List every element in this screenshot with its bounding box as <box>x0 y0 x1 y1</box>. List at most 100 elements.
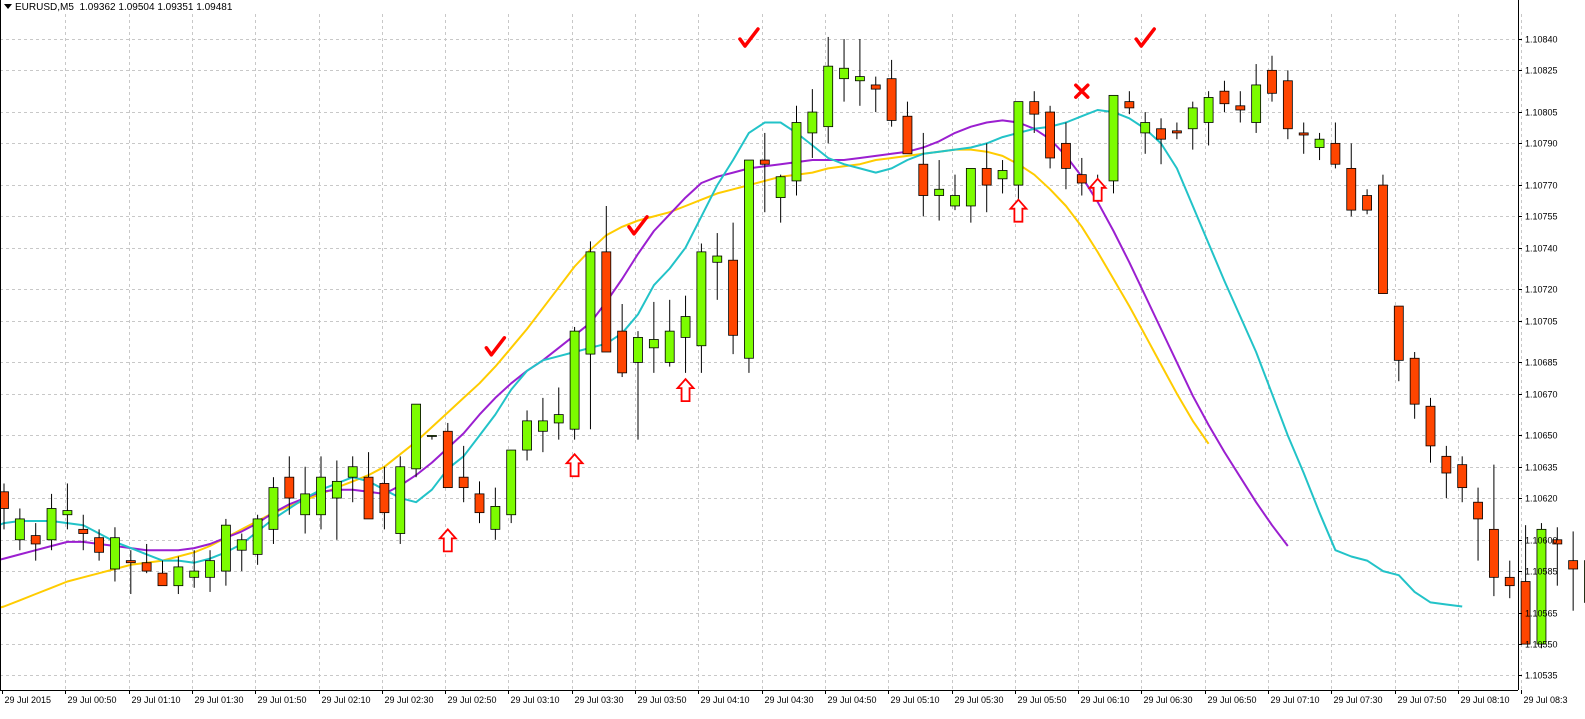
candle-body[interactable] <box>1457 464 1468 489</box>
candle-body[interactable] <box>1298 132 1309 136</box>
candle-body[interactable] <box>411 403 422 470</box>
candle-body[interactable] <box>522 420 532 451</box>
candle-body[interactable] <box>950 195 960 207</box>
candle-body[interactable] <box>395 466 406 534</box>
candle-body[interactable] <box>934 188 945 196</box>
candle-body[interactable] <box>1013 101 1024 186</box>
candle-body[interactable] <box>14 518 25 541</box>
candle-body[interactable] <box>30 535 41 545</box>
candle-body[interactable] <box>1346 167 1357 211</box>
candle-body[interactable] <box>1061 142 1071 169</box>
candle-body[interactable] <box>1045 111 1055 159</box>
candle-body[interactable] <box>1393 305 1404 361</box>
candle-body[interactable] <box>744 159 754 359</box>
candle-body[interactable] <box>981 167 992 186</box>
candle-body[interactable] <box>728 259 738 336</box>
candle-body[interactable] <box>1314 138 1325 148</box>
candle-body[interactable] <box>173 566 184 587</box>
candle-body[interactable] <box>157 572 168 587</box>
candle-body[interactable] <box>617 330 628 374</box>
candle-body[interactable] <box>886 78 897 121</box>
candle-body[interactable] <box>458 476 469 489</box>
candle-body[interactable] <box>1187 107 1198 130</box>
candle-body[interactable] <box>1108 94 1119 182</box>
candle-body[interactable] <box>1251 84 1262 123</box>
candle-body[interactable] <box>791 122 802 182</box>
candle-body[interactable] <box>236 539 247 551</box>
candle-body[interactable] <box>379 483 390 514</box>
candle-body[interactable] <box>569 330 580 430</box>
candle-body[interactable] <box>1282 80 1293 130</box>
candle-body[interactable] <box>62 510 73 516</box>
candle-body[interactable] <box>1076 174 1087 184</box>
candle-body[interactable] <box>316 476 326 516</box>
candle-body[interactable] <box>997 170 1008 180</box>
candle-body[interactable] <box>1140 122 1151 134</box>
candle-body[interactable] <box>110 537 120 570</box>
candle-body[interactable] <box>490 505 501 530</box>
candle-body[interactable] <box>1489 528 1499 578</box>
candle-body[interactable] <box>870 84 881 90</box>
candle-body[interactable] <box>1536 528 1547 645</box>
candle-body[interactable] <box>633 336 643 363</box>
candle-body[interactable] <box>46 508 57 541</box>
candle-body[interactable] <box>759 159 770 165</box>
candle-body[interactable] <box>125 560 136 564</box>
candle-body[interactable] <box>347 466 358 478</box>
candle-body[interactable] <box>1520 581 1531 645</box>
candle-body[interactable] <box>1473 501 1483 520</box>
candle-body[interactable] <box>205 560 215 578</box>
candle-body[interactable] <box>300 493 311 516</box>
candle-body[interactable] <box>1330 142 1341 165</box>
candle-body[interactable] <box>839 67 849 80</box>
candle-body[interactable] <box>918 163 929 196</box>
candle-body[interactable] <box>331 480 342 499</box>
candle-body[interactable] <box>94 537 104 553</box>
candle-body[interactable] <box>363 476 374 520</box>
candle-body[interactable] <box>775 176 786 199</box>
candle-body[interactable] <box>1425 405 1436 447</box>
candle-body[interactable] <box>807 111 818 134</box>
candle-body[interactable] <box>1568 560 1579 570</box>
candle-body[interactable] <box>141 562 152 572</box>
candle-body[interactable] <box>1156 128 1166 140</box>
candle-body[interactable] <box>1267 69 1277 94</box>
candle-body[interactable] <box>1441 455 1452 474</box>
candle-body[interactable] <box>252 518 263 555</box>
candle-body[interactable] <box>664 330 675 363</box>
candle-body[interactable] <box>965 167 976 207</box>
candle-body[interactable] <box>680 316 691 338</box>
candle-body[interactable] <box>474 493 485 514</box>
candle-body[interactable] <box>1504 576 1515 587</box>
candle-body[interactable] <box>0 491 9 509</box>
candle-body[interactable] <box>696 251 707 347</box>
candle-body[interactable] <box>1378 184 1388 294</box>
candle-body[interactable] <box>585 251 596 355</box>
candle-body[interactable] <box>1172 130 1182 134</box>
candle-body[interactable] <box>712 255 723 263</box>
candle-body[interactable] <box>442 430 453 489</box>
candle-body[interactable] <box>1219 90 1230 105</box>
candle-body[interactable] <box>1552 539 1563 545</box>
candlesticks[interactable] <box>0 36 1585 690</box>
candle-body[interactable] <box>1203 97 1214 123</box>
candle-body[interactable] <box>855 76 865 82</box>
chevron-down-icon[interactable] <box>4 4 12 9</box>
candle-body[interactable] <box>648 339 659 349</box>
candle-body[interactable] <box>220 524 231 572</box>
candle-body[interactable] <box>78 528 89 534</box>
candle-body[interactable] <box>506 449 517 516</box>
candle-body[interactable] <box>823 65 834 128</box>
candle-body[interactable] <box>268 487 279 530</box>
candle-body[interactable] <box>1029 101 1040 115</box>
candle-body[interactable] <box>1124 101 1135 109</box>
candle-body[interactable] <box>1362 195 1372 211</box>
candle-body[interactable] <box>427 435 437 437</box>
candle-body[interactable] <box>1409 357 1420 405</box>
candle-body[interactable] <box>1235 105 1246 111</box>
candle-body[interactable] <box>189 570 200 578</box>
candle-body[interactable] <box>601 251 612 353</box>
candle-body[interactable] <box>284 476 295 499</box>
candle-body[interactable] <box>538 420 548 432</box>
